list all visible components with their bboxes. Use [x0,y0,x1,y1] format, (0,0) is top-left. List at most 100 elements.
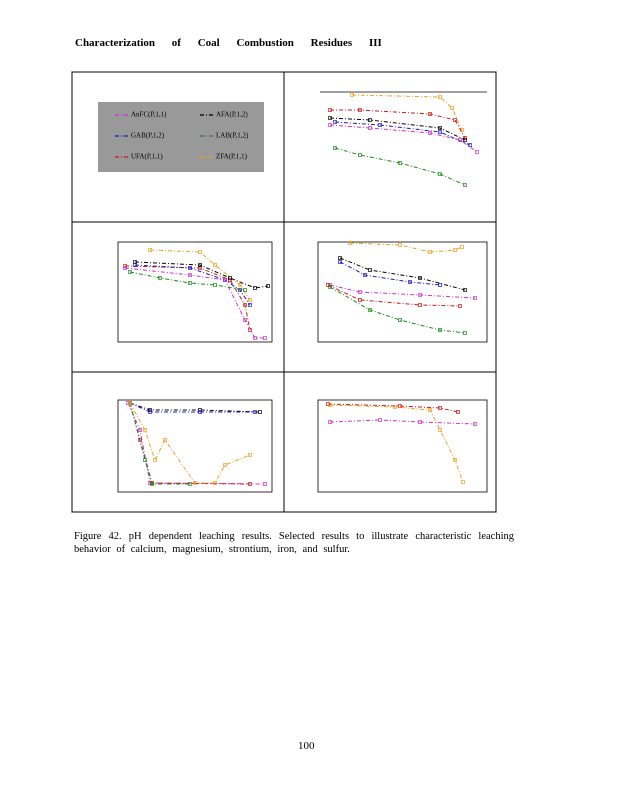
curve [124,265,251,331]
curve-marker [438,328,442,332]
curve-marker [368,268,372,272]
curve-marker [328,116,332,120]
curve-marker [128,270,132,274]
curve-marker [326,402,330,406]
curve [339,257,466,291]
curve-marker [338,260,342,264]
legend: AnFC(P,1,1) AFA(P,1,2) GAB(P,1,2) LAB(P,1,2… [115,111,249,161]
curve [124,267,265,339]
curve [134,261,269,289]
curve-marker [453,118,457,122]
curve-marker [368,118,372,122]
curve-marker [428,250,432,254]
curve [334,147,466,186]
curve-marker [393,405,397,409]
legend-box [98,102,264,172]
curve-marker [453,458,457,462]
curves [123,93,479,486]
curve-marker [158,276,162,280]
curve [327,284,461,307]
curve-marker [358,298,362,302]
curve-marker [418,293,422,297]
curve-marker [358,108,362,112]
curve-marker [228,278,232,282]
curve [329,286,466,334]
curve-marker [350,93,354,97]
curve [149,249,251,301]
curve [129,271,246,291]
curve [351,94,463,131]
curve-marker [148,410,152,414]
curve-marker [358,290,362,294]
curve-marker [438,283,442,287]
curve-marker [253,286,257,290]
curve-marker [328,420,332,424]
curve-marker [460,245,464,249]
running-header: Characterization of Coal Combustion Resi… [75,37,382,49]
curve-marker [143,428,147,432]
curve-marker [163,438,167,442]
legend-label: ZFA(P,1,1) [216,153,248,161]
curve-marker [398,318,402,322]
curve-marker [263,482,267,486]
curve-marker [428,408,432,412]
curve-marker [398,404,402,408]
curve-marker [458,138,462,142]
curve [129,402,261,413]
curve-marker [326,283,330,287]
curve-marker [198,250,202,254]
curve [339,261,441,286]
curve [329,117,466,141]
curve-marker [363,273,367,277]
curve-marker [188,273,192,277]
curve-marker [328,123,332,127]
curve-marker [193,481,197,485]
legend-label: AFA(P,1,2) [216,111,248,119]
curve-marker [143,458,147,462]
curve-marker [258,410,262,414]
curve-marker [428,131,432,135]
curve-marker [138,428,142,432]
curve-marker [438,126,442,130]
curve-marker [463,288,467,292]
curve-marker [438,130,442,134]
curve-marker [263,336,267,340]
curve-marker [223,278,227,282]
curve-marker [266,284,270,288]
curve-marker [248,482,252,486]
figure-caption: Figure 42. pH dependent leaching results… [74,531,514,555]
curve-marker [333,120,337,124]
curve-marker [248,453,252,457]
curve-marker [243,288,247,292]
curve-marker [248,298,252,302]
curve-marker [133,263,137,267]
curve-marker [418,276,422,280]
curve-marker [398,161,402,165]
curve-marker [475,150,479,154]
curve-marker [126,401,130,405]
curve-marker [463,331,467,335]
curve [334,121,471,146]
curve-marker [188,266,192,270]
curve-marker [468,143,472,147]
curve [327,403,459,413]
curve-marker [223,463,227,467]
curve-marker [188,281,192,285]
curve-marker [473,422,477,426]
curve-marker [438,406,442,410]
curve-marker [438,172,442,176]
legend-label: LAB(P,1,2) [216,132,249,140]
curve-marker [243,318,247,322]
curve-marker [463,138,467,142]
curve-marker [428,112,432,116]
curve-marker [458,304,462,308]
curve [129,402,255,413]
curve [330,109,466,139]
curve-marker [213,263,217,267]
curve-marker [378,418,382,422]
curve-marker [198,408,202,412]
curve-marker [368,126,372,130]
curve-marker [461,480,465,484]
curve-marker [338,256,342,260]
